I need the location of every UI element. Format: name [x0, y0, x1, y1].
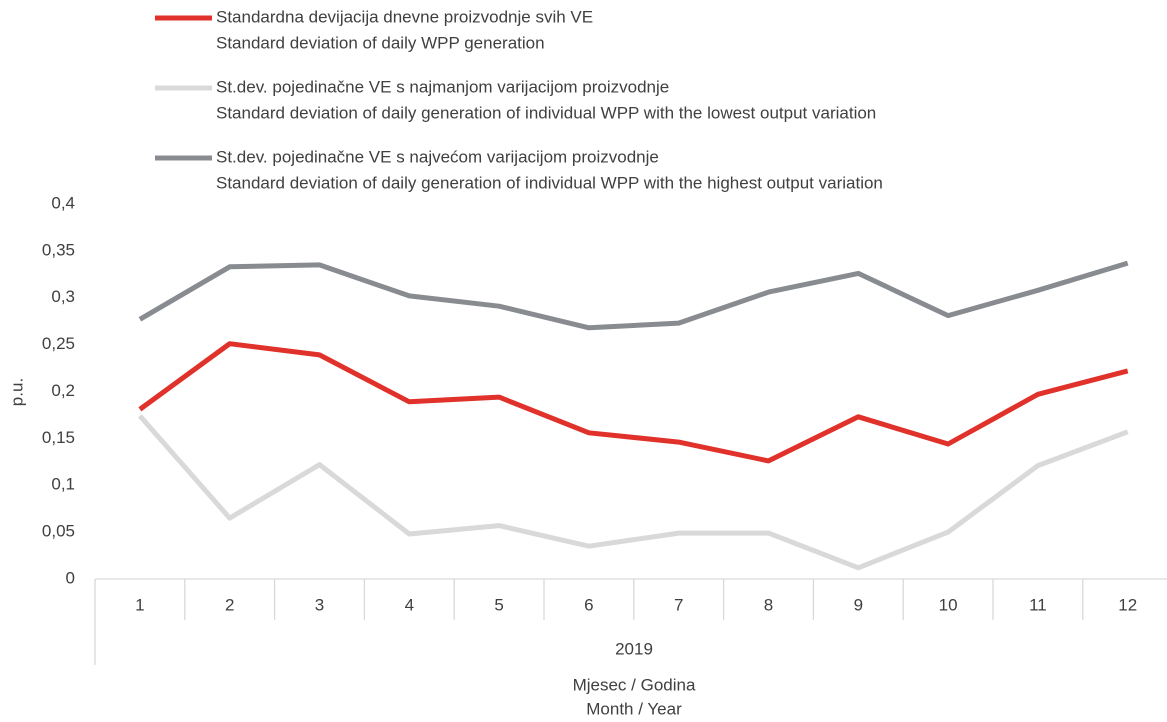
legend-label: St.dev. pojedinačne VE s najmanjom varij… [216, 77, 669, 96]
x-tick-label: 8 [764, 595, 773, 614]
y-tick-label: 0,2 [51, 381, 75, 400]
x-axis-label: Mjesec / Godina [573, 675, 696, 694]
y-tick-label: 0,25 [42, 334, 75, 353]
legend-label: Standardna devijacija dnevne proizvodnje… [216, 7, 593, 26]
x-tick-label: 10 [939, 595, 958, 614]
x-tick-label: 2 [225, 595, 234, 614]
x-tick-label: 11 [1029, 595, 1047, 614]
y-tick-label: 0,1 [51, 475, 75, 494]
x-tick-label: 12 [1118, 595, 1137, 614]
y-tick-label: 0,35 [42, 240, 75, 259]
x-axis-label: Month / Year [586, 699, 682, 718]
legend-sublabel: Standard deviation of daily WPP generati… [216, 33, 545, 52]
legend-label: St.dev. pojedinačne VE s najvećom varija… [216, 147, 659, 166]
x-tick-label: 4 [405, 595, 414, 614]
series-line [138, 260, 1129, 331]
y-tick-label: 0 [66, 568, 75, 587]
legend-sublabel: Standard deviation of daily generation o… [216, 103, 876, 122]
x-tick-label: 6 [584, 595, 593, 614]
x-group-label: 2019 [615, 639, 653, 658]
x-tick-label: 3 [315, 595, 324, 614]
y-tick-label: 0,3 [51, 287, 75, 306]
y-axis-label: p.u. [7, 378, 26, 406]
x-tick-label: 1 [135, 595, 144, 614]
series-line [138, 414, 1129, 571]
x-tick-label: 7 [674, 595, 683, 614]
y-tick-label: 0,15 [42, 428, 75, 447]
y-tick-label: 0,05 [42, 522, 75, 541]
y-tick-label: 0,4 [51, 193, 75, 212]
series-line [138, 341, 1129, 464]
legend-sublabel: Standard deviation of daily generation o… [216, 173, 883, 192]
x-tick-label: 5 [494, 595, 503, 614]
x-tick-label: 9 [854, 595, 863, 614]
